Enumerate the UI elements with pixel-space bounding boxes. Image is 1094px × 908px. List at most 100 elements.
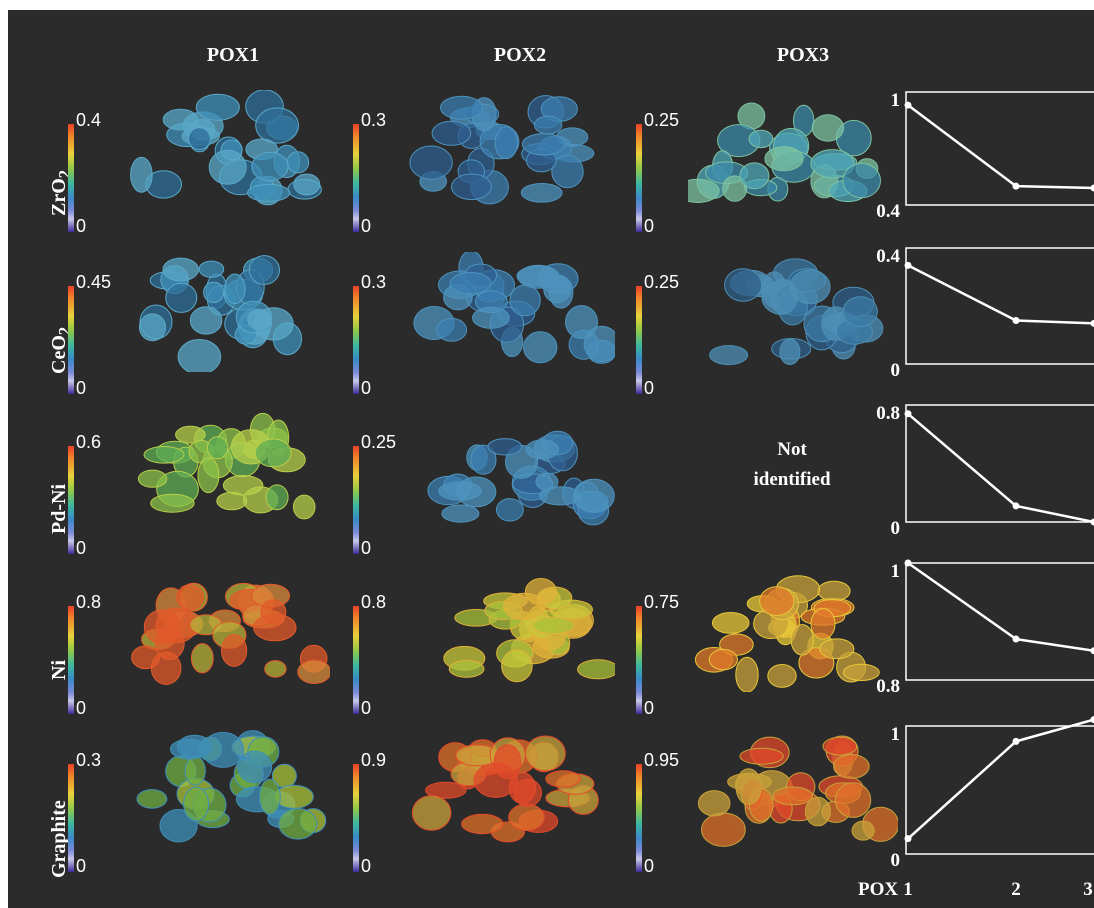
data-point <box>1012 182 1020 190</box>
colorbar <box>353 446 359 554</box>
colorbar-min-label: 0 <box>76 538 87 558</box>
colorbar-max-label: 0.25 <box>644 110 680 130</box>
volume-render-image <box>427 430 615 526</box>
colorbar-max-label: 0.95 <box>644 750 680 770</box>
colorbar-max-label: 0.25 <box>644 272 680 292</box>
colorbar-max-label: 0.8 <box>361 592 387 612</box>
chart-frame <box>905 404 1094 523</box>
colorbar-max-label: 0.4 <box>76 110 102 130</box>
y-tick-label: 0.4 <box>876 201 900 222</box>
series-line <box>907 412 1094 524</box>
data-point <box>1090 184 1094 192</box>
colorbar <box>636 124 642 232</box>
x-tick-label: 3 <box>1083 879 1093 900</box>
chart-frame <box>905 91 1094 206</box>
column-header-pox2: POX2 <box>493 44 547 66</box>
colorbar-max-label: 0.3 <box>361 110 387 130</box>
colorbar <box>353 286 359 394</box>
volume-render-image <box>709 258 884 366</box>
volume-render-image <box>137 412 316 520</box>
data-point <box>1090 716 1094 724</box>
colorbar <box>68 286 74 394</box>
volume-render-image <box>130 90 322 206</box>
data-point <box>904 101 912 109</box>
volume-render-image <box>694 575 880 692</box>
colorbar-min-label: 0 <box>644 698 655 718</box>
volume-render-image <box>413 252 615 364</box>
data-point <box>904 261 912 269</box>
data-point <box>904 559 912 567</box>
not-identified-note: Not identified <box>753 439 831 490</box>
y-tick-label: 0.4 <box>876 246 900 267</box>
data-point <box>1090 518 1094 526</box>
colorbar-max-label: 0.3 <box>361 272 387 292</box>
chart-frame <box>905 247 1094 365</box>
volume-render-image <box>138 255 302 372</box>
colorbar-min-label: 0 <box>644 216 655 236</box>
series-line <box>907 104 1094 190</box>
series-line <box>907 718 1094 840</box>
colorbar <box>636 286 642 394</box>
x-tick-label: 1 <box>903 879 913 900</box>
data-point <box>1012 635 1020 643</box>
chart-frame <box>905 725 1094 855</box>
colorbar-max-label: 0.25 <box>361 432 397 452</box>
volume-render-image <box>697 735 898 847</box>
data-point <box>1012 317 1020 324</box>
colorbar-max-label: 0.6 <box>76 432 102 452</box>
figure-panel: POX1 POX2 POX3 ZrO2 CeO2 Pd-Ni Ni Graphi… <box>8 10 1094 908</box>
colorbar <box>636 764 642 872</box>
colorbar-min-label: 0 <box>361 856 372 876</box>
colorbar <box>68 606 74 714</box>
data-point <box>1012 737 1020 745</box>
colorbar-min-label: 0 <box>361 216 372 236</box>
colorbar-min-label: 0 <box>644 378 655 398</box>
volume-render-image <box>688 102 881 203</box>
colorbar <box>353 764 359 872</box>
colorbar-min-label: 0 <box>361 378 372 398</box>
data-point <box>1012 502 1020 510</box>
colorbar <box>353 124 359 232</box>
y-tick-label: 1 <box>891 90 901 111</box>
column-header-pox1: POX1 <box>206 44 260 66</box>
volume-render-image <box>409 95 595 205</box>
y-tick-label: 1 <box>891 561 901 582</box>
colorbar <box>636 606 642 714</box>
colorbar <box>68 124 74 232</box>
y-tick-label: 0 <box>891 360 901 381</box>
series-line <box>907 264 1094 325</box>
colorbar <box>353 606 359 714</box>
colorbar-min-label: 0 <box>361 698 372 718</box>
x-axis-label: POX <box>858 879 898 900</box>
volume-render-image <box>411 735 599 843</box>
colorbar-max-label: 0.3 <box>76 750 102 770</box>
data-point <box>1090 319 1094 327</box>
colorbar-min-label: 0 <box>76 216 87 236</box>
data-point <box>1090 647 1094 655</box>
volume-render-image <box>136 730 327 843</box>
colorbar-min-label: 0 <box>361 538 372 558</box>
y-tick-label: 0.8 <box>876 676 900 697</box>
colorbar-max-label: 0.75 <box>644 592 680 612</box>
colorbar-min-label: 0 <box>76 856 87 876</box>
colorbar-max-label: 0.8 <box>76 592 102 612</box>
volume-render-image <box>131 582 330 685</box>
column-header-pox3: POX3 <box>776 44 830 66</box>
colorbar-max-label: 0.9 <box>361 750 387 770</box>
y-tick-label: 0.8 <box>876 403 900 424</box>
colorbar-max-label: 0.45 <box>76 272 112 292</box>
data-point <box>904 835 912 843</box>
colorbar <box>68 446 74 554</box>
colorbar-min-label: 0 <box>76 698 87 718</box>
colorbar-min-label: 0 <box>644 856 655 876</box>
y-tick-label: 1 <box>891 724 901 745</box>
chart-frame <box>905 562 1094 681</box>
volume-render-image <box>443 578 615 683</box>
series-line <box>907 561 1094 652</box>
data-point <box>904 410 912 418</box>
y-tick-label: 0 <box>891 850 901 871</box>
colorbar-min-label: 0 <box>76 378 87 398</box>
colorbar <box>68 764 74 872</box>
y-tick-label: 0 <box>891 518 901 539</box>
